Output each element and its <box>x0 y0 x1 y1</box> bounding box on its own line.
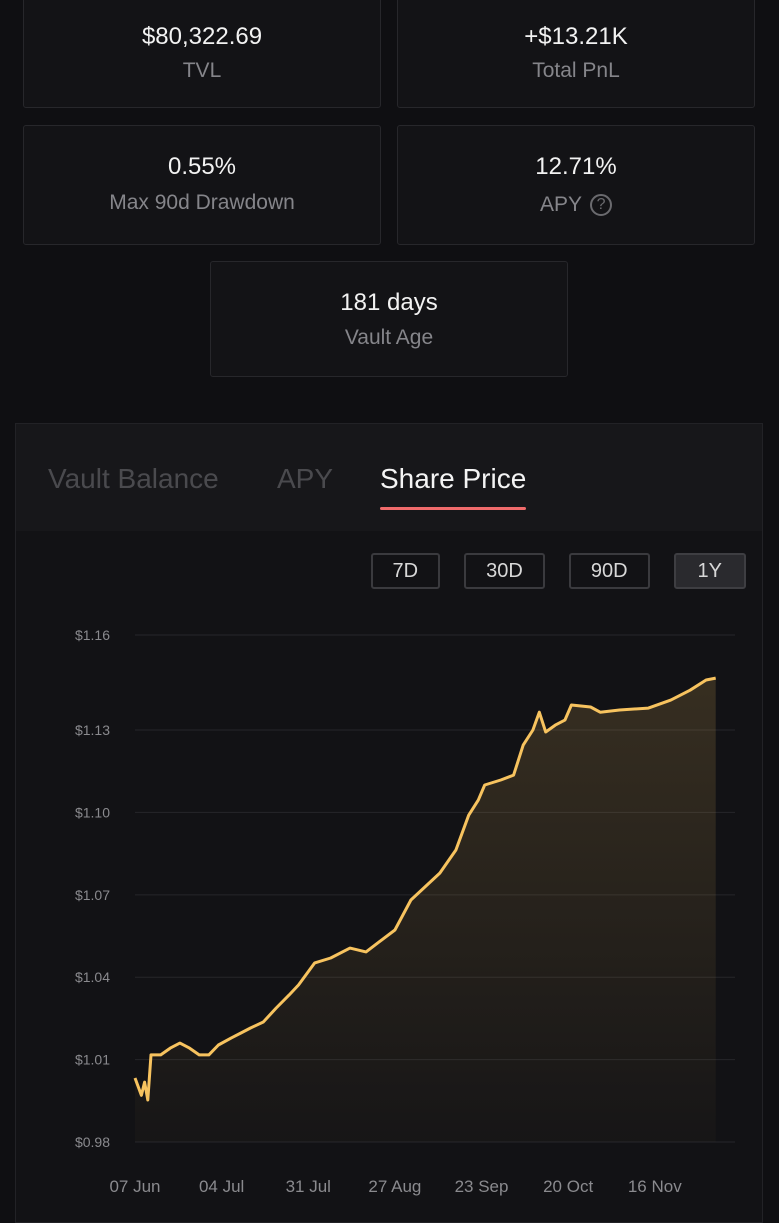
area <box>135 678 716 1142</box>
range-button[interactable]: 7D <box>370 553 441 589</box>
tab-bar: Vault Balance APY Share Price <box>16 424 762 531</box>
y-tick-label: $1.04 <box>75 969 110 985</box>
stat-label: Max 90d Drawdown <box>24 190 380 216</box>
stat-label-text: Vault Age <box>344 326 434 349</box>
stat-label: TVL <box>24 58 380 84</box>
y-tick-label: $1.01 <box>75 1052 110 1068</box>
help-icon[interactable]: ? <box>590 194 613 217</box>
range-button[interactable]: 30D <box>464 553 545 589</box>
tab[interactable]: Share Price <box>380 463 527 510</box>
stat-label: APY? <box>398 192 754 218</box>
stat-label-text: TVL <box>182 59 222 82</box>
x-tick-label: 23 Sep <box>455 1177 509 1196</box>
range-buttons: 7D 30D 90D 1Y <box>370 553 746 589</box>
y-tick-label: $1.07 <box>75 887 110 903</box>
x-tick-label: 07 Jun <box>109 1177 160 1196</box>
x-tick-label: 31 Jul <box>286 1177 331 1196</box>
stat-card: 181 days Vault Age <box>210 261 568 377</box>
x-tick-label: 27 Aug <box>368 1177 421 1196</box>
y-tick-label: $0.98 <box>75 1134 110 1150</box>
x-tick-label: 16 Nov <box>628 1177 682 1196</box>
y-tick-label: $1.16 <box>75 627 110 643</box>
x-tick-label: 20 Oct <box>543 1177 593 1196</box>
stat-card: +$13.21K Total PnL <box>397 0 755 108</box>
stat-value: 0.55% <box>167 153 237 180</box>
range-button[interactable]: 90D <box>568 553 650 589</box>
tab[interactable]: Vault Balance <box>48 463 219 494</box>
stat-value: +$13.21K <box>524 23 628 50</box>
stat-value: $80,322.69 <box>141 23 263 50</box>
tab[interactable]: APY <box>277 463 334 494</box>
stat-value: 12.71% <box>535 153 617 180</box>
stat-card: 12.71% APY? <box>397 125 755 245</box>
y-tick-label: $1.10 <box>75 804 110 820</box>
x-tick-label: 04 Jul <box>199 1177 244 1196</box>
stat-label-text: Total PnL <box>532 59 620 82</box>
stat-label: Total PnL <box>398 58 754 84</box>
line <box>133 676 716 1102</box>
stat-label-text: Max 90d Drawdown <box>109 191 295 214</box>
y-tick-label: $1.13 <box>75 722 110 738</box>
stat-card: 0.55% Max 90d Drawdown <box>23 125 381 245</box>
stat-label-text: APY <box>539 193 583 216</box>
stat-value: 181 days <box>340 289 438 316</box>
stat-card: $80,322.69 TVL <box>23 0 381 108</box>
range-button[interactable]: 1Y <box>673 553 746 589</box>
stat-label: Vault Age <box>211 325 567 351</box>
